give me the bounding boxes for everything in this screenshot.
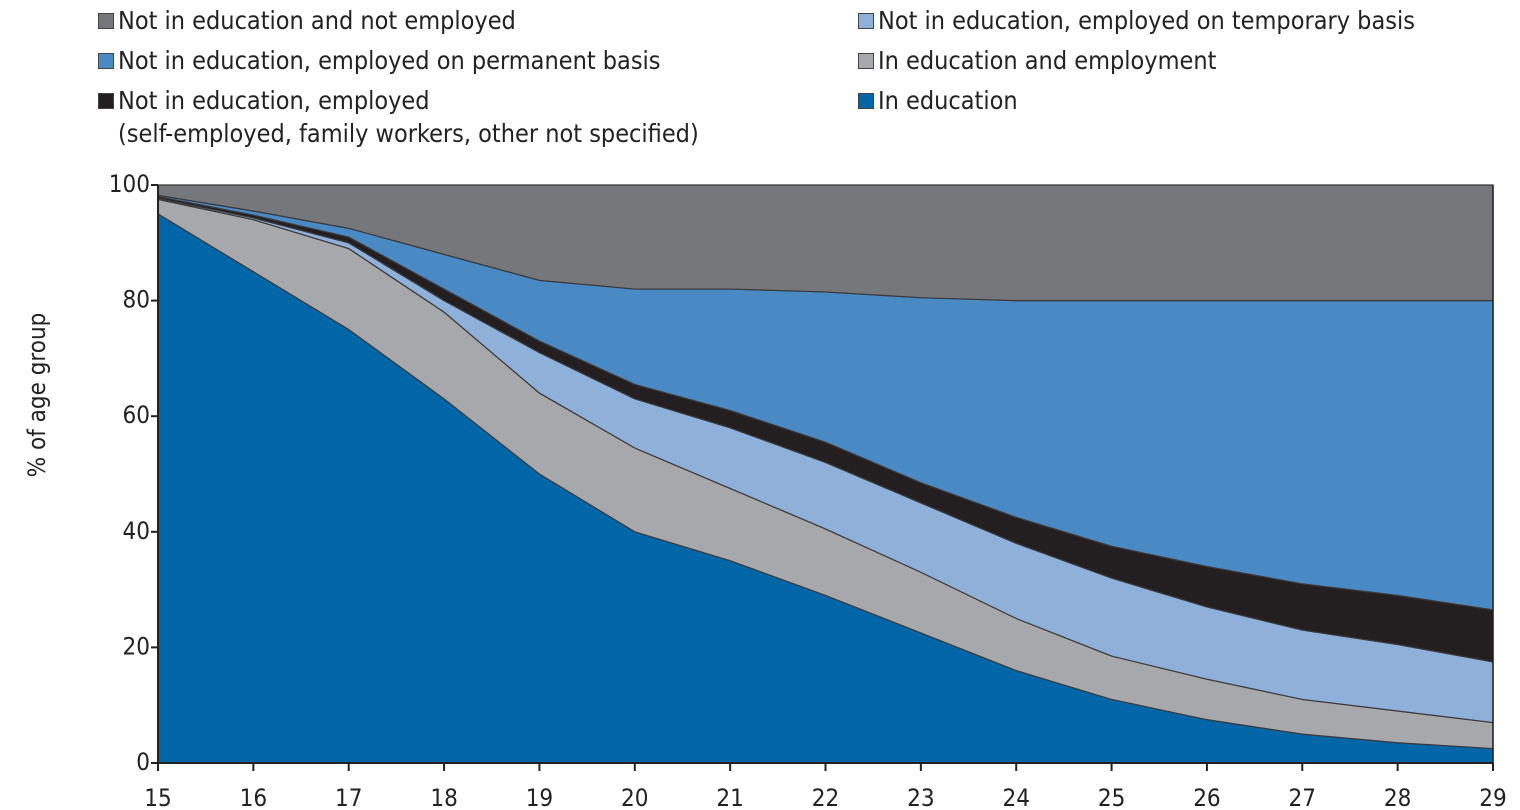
legend-label: In education and employment xyxy=(878,46,1217,75)
x-tick-label: 16 xyxy=(240,784,267,810)
legend: In education In education and employment N… xyxy=(98,4,1518,148)
legend-swatch xyxy=(98,93,114,109)
legend-label: Not in education, employed (self-employe… xyxy=(118,86,699,148)
legend-item: In education xyxy=(858,84,1518,124)
y-tick-label: 0 xyxy=(136,748,150,776)
x-tick-label: 27 xyxy=(1289,784,1316,810)
legend-swatch xyxy=(858,93,874,109)
legend-item: Not in education and not employed xyxy=(98,4,858,44)
legend-item: Not in education, employed on permanent … xyxy=(98,44,858,84)
x-tick-label: 20 xyxy=(621,784,648,810)
x-tick-label: 19 xyxy=(526,784,553,810)
y-tick-label: 20 xyxy=(123,632,150,660)
x-tick-label: 29 xyxy=(1479,784,1506,810)
x-tick-label: 24 xyxy=(1002,784,1029,810)
x-tick-label: 18 xyxy=(430,784,457,810)
x-tick-label: 26 xyxy=(1193,784,1220,810)
legend-swatch xyxy=(858,13,874,29)
legend-item: Not in education, employed (self-employe… xyxy=(98,84,858,148)
y-tick-label: 80 xyxy=(123,286,150,314)
legend-label: Not in education, employed on temporary … xyxy=(878,6,1415,35)
legend-label: Not in education and not employed xyxy=(118,6,516,35)
x-tick-label: 21 xyxy=(716,784,743,810)
legend-swatch xyxy=(858,53,874,69)
x-tick-label: 23 xyxy=(907,784,934,810)
x-tick-label: 22 xyxy=(812,784,839,810)
x-tick-label: 15 xyxy=(144,784,171,810)
x-tick-label: 17 xyxy=(335,784,362,810)
legend-item: Not in education, employed on temporary … xyxy=(858,4,1518,44)
x-tick-label: 28 xyxy=(1384,784,1411,810)
legend-swatch xyxy=(98,53,114,69)
legend-label: In education xyxy=(878,86,1018,115)
y-tick-label: 40 xyxy=(123,517,150,545)
legend-label: Not in education, employed on permanent … xyxy=(118,46,661,75)
legend-item: In education and employment xyxy=(858,44,1518,84)
legend-swatch xyxy=(98,13,114,29)
y-tick-label: 100 xyxy=(109,170,150,198)
y-axis-label: % of age group xyxy=(23,313,51,478)
y-tick-label: 60 xyxy=(123,401,150,429)
x-tick-label: 25 xyxy=(1098,784,1125,810)
